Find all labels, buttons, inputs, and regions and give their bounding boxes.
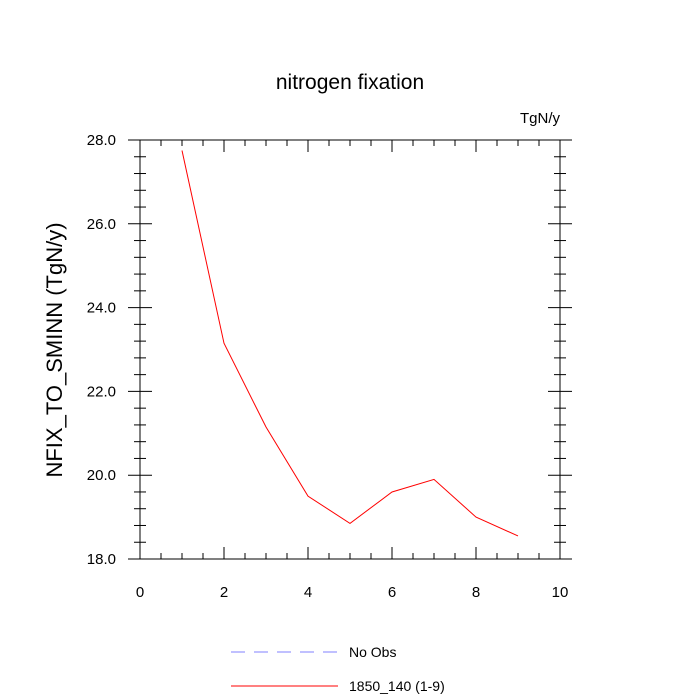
x-tick-label: 2 — [220, 584, 228, 601]
x-tick-label: 10 — [552, 584, 569, 601]
series-layer — [181, 150, 519, 537]
y-tick-label: 18.0 — [87, 551, 116, 568]
y-tick-label: 22.0 — [87, 383, 116, 400]
plot-frame — [139, 139, 561, 560]
y-tick-label: 20.0 — [87, 467, 116, 484]
axis-ticks — [128, 139, 572, 560]
y-axis-label: NFIX_TO_SMINN (TgN/y) — [42, 222, 67, 477]
legend: No Obs 1850_140 (1-9) — [231, 644, 445, 694]
y-tick-label: 28.0 — [87, 132, 116, 149]
units-label: TgN/y — [520, 110, 561, 127]
y-tick-label: 24.0 — [87, 300, 116, 317]
x-tick-label: 4 — [304, 584, 312, 601]
legend-label: 1850_140 (1-9) — [349, 678, 445, 694]
x-tick-label: 0 — [136, 584, 144, 601]
x-tick-label: 6 — [388, 584, 396, 601]
series-line — [181, 150, 519, 537]
x-tick-label: 8 — [472, 584, 480, 601]
legend-label: No Obs — [349, 644, 396, 660]
axis-tick-labels: 0 2 4 6 8 10 18.0 20.0 22.0 24.0 26.0 28.0 — [87, 132, 569, 601]
y-tick-label: 26.0 — [87, 216, 116, 233]
chart-title: nitrogen fixation — [276, 71, 424, 94]
